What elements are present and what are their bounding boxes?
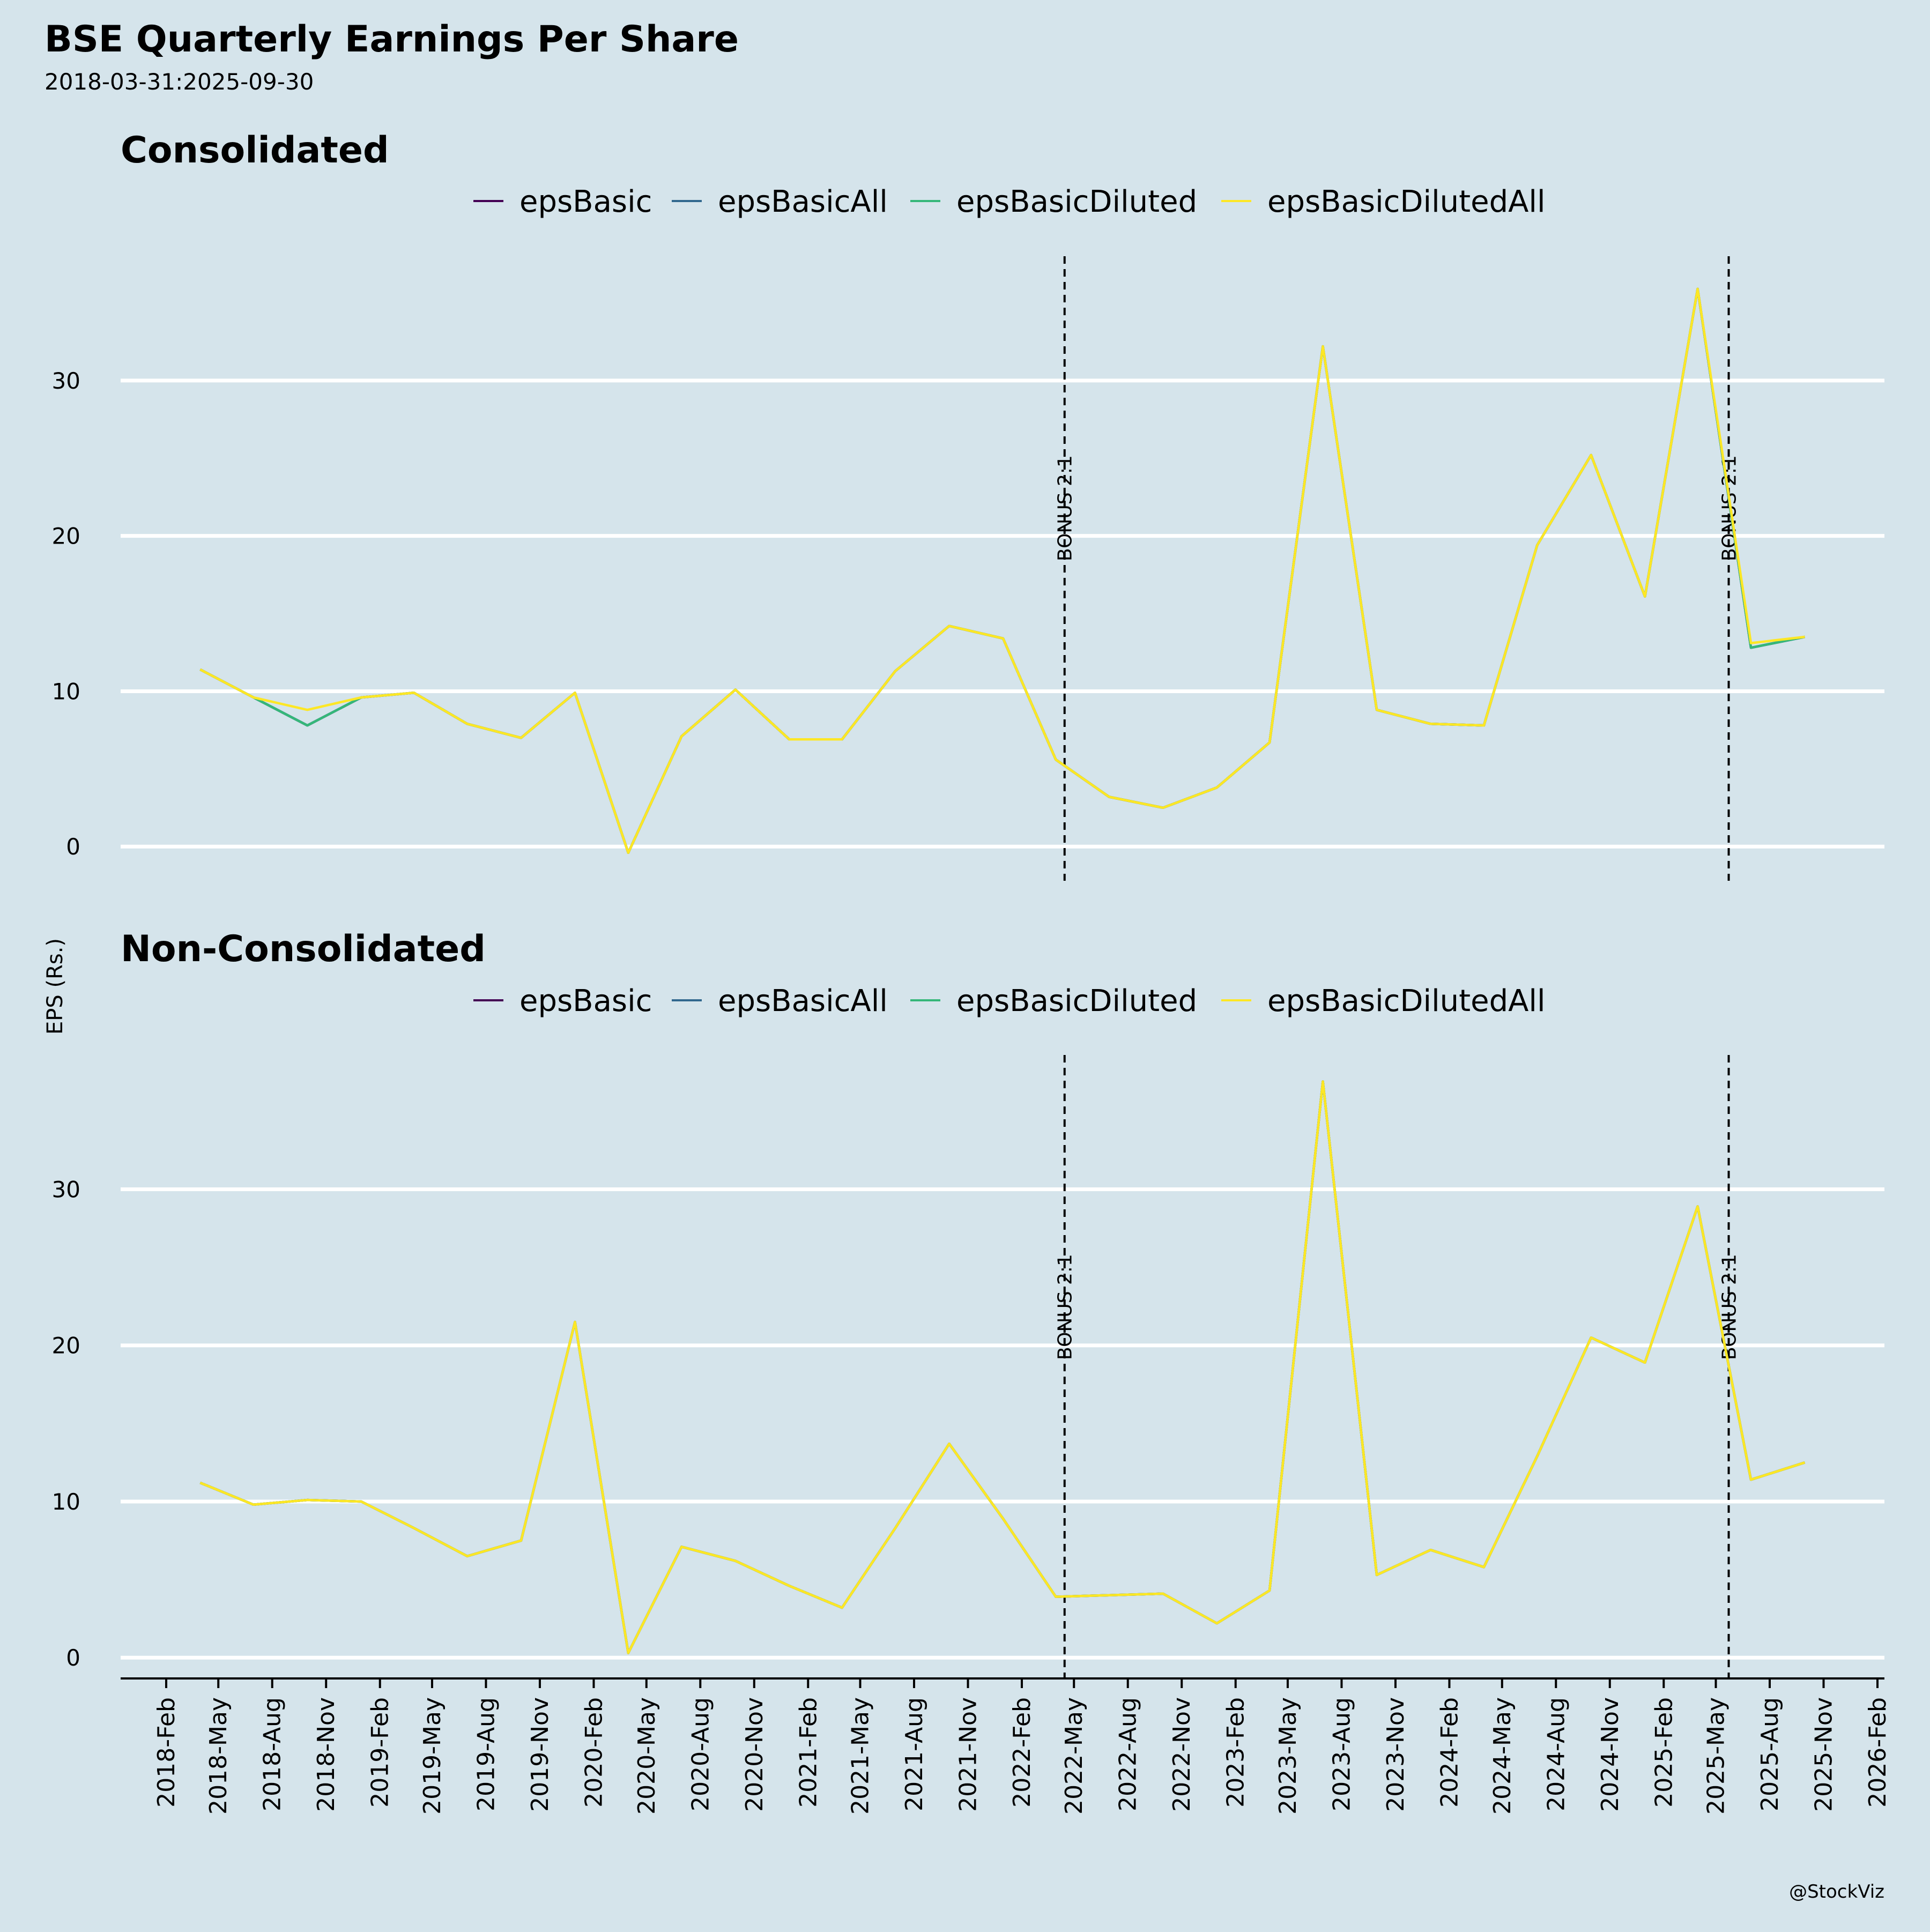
y-tick-label: 20 (52, 523, 80, 549)
y-axis-label: EPS (Rs.) (43, 938, 68, 1035)
x-tick-label: 2019-Feb (367, 1697, 394, 1808)
y-tick-label: 0 (66, 1645, 80, 1671)
series-line-epsBasic (199, 287, 1805, 854)
legend-label: epsBasicAll (718, 184, 888, 219)
legend-item-epsBasic: epsBasic (473, 184, 652, 219)
x-tick-label: 2018-May (205, 1697, 232, 1815)
chart-panels: Consolidated epsBasic epsBasicAll epsBasicD… (52, 129, 1891, 1815)
chart-subtitle: 2018-03-31:2025-09-30 (44, 69, 314, 95)
legend-label: epsBasic (519, 984, 652, 1019)
x-tick-label: 2024-Feb (1436, 1697, 1463, 1808)
x-tick-label: 2020-Feb (580, 1697, 607, 1808)
panel-title: Consolidated (121, 129, 389, 172)
x-tick-label: 2023-May (1274, 1697, 1302, 1815)
x-tick-label: 2023-Feb (1222, 1697, 1250, 1808)
bonus-marker-label: BONUS 2:1 (1055, 455, 1077, 561)
legend: epsBasic epsBasicAll epsBasicDiluted epsBas… (473, 984, 1546, 1019)
panel-title: Non-Consolidated (121, 928, 486, 970)
y-tick-label: 30 (52, 1176, 80, 1202)
x-tick-label: 2022-Nov (1168, 1697, 1196, 1812)
x-tick-label: 2024-May (1489, 1697, 1516, 1815)
series-lines (199, 1080, 1806, 1654)
legend-label: epsBasicAll (718, 984, 888, 1019)
legend-item-epsBasicDiluted: epsBasicDiluted (910, 184, 1197, 219)
legend-label: epsBasicDiluted (956, 984, 1197, 1019)
x-tick-label: 2018-Nov (313, 1697, 340, 1812)
x-tick-label: 2025-Nov (1810, 1697, 1837, 1812)
x-tick-label: 2021-Feb (795, 1697, 822, 1808)
y-tick-label: 10 (52, 678, 80, 704)
bonus-marker-label: BONUS 2:1 (1055, 1254, 1077, 1360)
x-tick-label: 2025-May (1702, 1697, 1729, 1815)
x-tick-label: 2018-Aug (259, 1697, 286, 1811)
x-tick-label: 2021-May (847, 1697, 874, 1815)
legend-label: epsBasicDiluted (956, 184, 1197, 219)
x-tick-label: 2019-Nov (526, 1697, 554, 1812)
x-tick-label: 2020-Nov (741, 1697, 768, 1812)
x-tick-label: 2023-Nov (1382, 1697, 1409, 1812)
x-tick-label: 2024-Aug (1542, 1697, 1570, 1811)
series-line-epsBasicAll (199, 287, 1805, 854)
series-line-epsBasicDilutedAll (199, 1080, 1806, 1654)
series-line-epsBasicDiluted (199, 287, 1805, 854)
x-tick-label: 2019-Aug (472, 1697, 500, 1811)
chart-panel-1: Consolidated epsBasic epsBasicAll epsBasicD… (52, 129, 1884, 881)
legend-label: epsBasicDilutedAll (1267, 184, 1546, 219)
x-tick-label: 2020-Aug (687, 1697, 714, 1811)
series-lines (199, 287, 1805, 854)
x-tick-label: 2022-Feb (1008, 1697, 1036, 1808)
credit-label: @StockViz (1789, 1881, 1884, 1903)
x-tick-label: 2022-May (1060, 1697, 1088, 1815)
series-line-epsBasic (199, 1080, 1806, 1654)
legend-item-epsBasicDilutedAll: epsBasicDilutedAll (1221, 984, 1546, 1019)
chart-title: BSE Quarterly Earnings Per Share (44, 18, 739, 61)
x-tick-label: 2023-Aug (1328, 1697, 1355, 1811)
series-line-epsBasicAll (199, 1080, 1806, 1654)
legend-item-epsBasicAll: epsBasicAll (672, 184, 888, 219)
series-line-epsBasicDilutedAll (199, 287, 1805, 854)
y-tick-label: 0 (66, 834, 80, 860)
legend: epsBasic epsBasicAll epsBasicDiluted epsBas… (473, 184, 1546, 219)
y-tick-label: 10 (52, 1489, 80, 1515)
x-tick-label: 2019-May (419, 1697, 446, 1815)
x-tick-label: 2018-Feb (153, 1697, 180, 1808)
x-tick-label: 2025-Feb (1650, 1697, 1677, 1808)
series-line-epsBasicDiluted (199, 1080, 1806, 1654)
legend-item-epsBasicDiluted: epsBasicDiluted (910, 984, 1197, 1019)
legend-item-epsBasic: epsBasic (473, 984, 652, 1019)
x-tick-label: 2020-May (633, 1697, 660, 1815)
x-tick-label: 2024-Nov (1597, 1697, 1624, 1812)
x-tick-label: 2022-Aug (1115, 1697, 1142, 1811)
x-tick-label: 2025-Aug (1756, 1697, 1784, 1811)
legend-label: epsBasicDilutedAll (1267, 984, 1546, 1019)
legend-label: epsBasic (519, 184, 652, 219)
legend-item-epsBasicAll: epsBasicAll (672, 984, 888, 1019)
legend-item-epsBasicDilutedAll: epsBasicDilutedAll (1221, 184, 1546, 219)
x-tick-label: 2026-Feb (1864, 1697, 1891, 1808)
x-tick-label: 2021-Aug (901, 1697, 928, 1811)
x-tick-label: 2021-Nov (954, 1697, 982, 1812)
bonus-marker-label: BONUS 2:1 (1719, 1254, 1741, 1360)
y-tick-label: 30 (52, 368, 80, 394)
y-tick-label: 20 (52, 1333, 80, 1359)
